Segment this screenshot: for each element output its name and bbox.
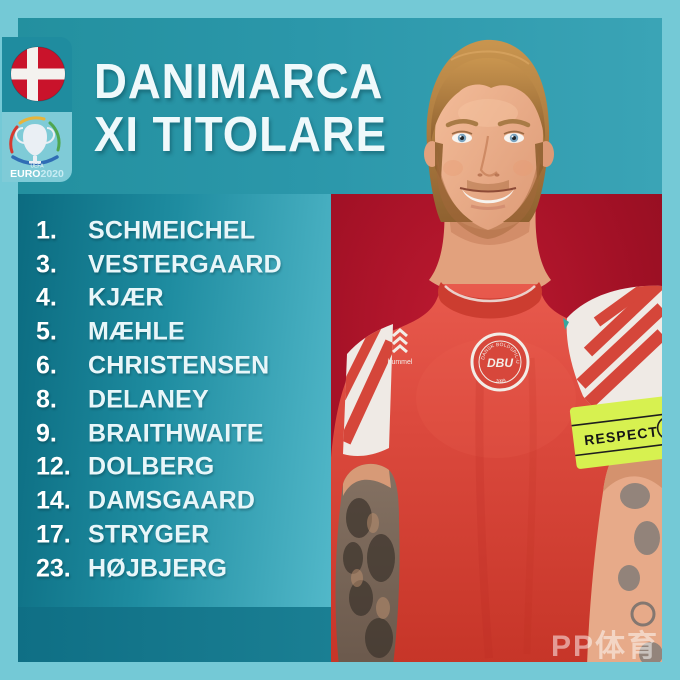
lineup-list: 1. SCHMEICHEL 3. VESTERGAARD 4. KJÆR 5. … (36, 214, 328, 586)
crest-year-text: 1889 (495, 378, 507, 385)
lineup-row: 5. MÆHLE (36, 315, 328, 349)
player-number: 8. (36, 385, 57, 414)
player-name: KJÆR (88, 283, 164, 312)
hummel-chevrons-right (570, 285, 662, 421)
lineup-row: 14. DAMSGAARD (36, 484, 328, 518)
player-name: SCHMEICHEL (88, 216, 256, 245)
player-number: 4. (36, 283, 57, 312)
player-photo: DANSK BOLDSPIL-UNION DBU 1889 hummel (331, 18, 662, 662)
player-number: 3. (36, 250, 57, 279)
lineup-row: 1. SCHMEICHEL (36, 214, 328, 248)
player-head (424, 39, 554, 239)
player-name: CHRISTENSEN (88, 351, 270, 380)
title-line-2: XI TITOLARE (94, 108, 387, 162)
player-name: DELANEY (88, 385, 209, 414)
euro2020-badge: UEFA EURO2020 (2, 112, 72, 182)
lineup-row: 12. DOLBERG (36, 451, 328, 485)
player-number: 17. (36, 520, 71, 549)
lineup-row: 17. STRYGER (36, 518, 328, 552)
player-name: BRAITHWAITE (88, 419, 264, 448)
watermark: PP体育 (551, 630, 660, 663)
player-number: 5. (36, 317, 57, 346)
euro2020-logo-icon: UEFA EURO2020 (9, 116, 64, 180)
lineup-row: 6. CHRISTENSEN (36, 349, 328, 383)
title-line-1: DANIMARCA (94, 55, 384, 109)
page-title: DANIMARCA XI TITOLARE (94, 56, 387, 162)
player-number: 9. (36, 419, 57, 448)
respect-armband: RESPECT (569, 395, 662, 469)
lineup-row: 9. BRAITHWAITE (36, 417, 328, 451)
hummel-logo: hummel (388, 328, 413, 366)
player-number: 12. (36, 452, 71, 481)
lineup-row: 8. DELANEY (36, 383, 328, 417)
player-name: MÆHLE (88, 317, 185, 346)
svg-text:1889: 1889 (495, 378, 507, 385)
lineup-background (18, 194, 331, 607)
crest-center-text: DBU (487, 356, 513, 370)
denmark-flag-badge (2, 37, 72, 112)
player-number: 1. (36, 216, 57, 245)
lineup-row: 23. HØJBJERG (36, 552, 328, 586)
player-number: 23. (36, 554, 71, 583)
uefa-text: UEFA (30, 164, 44, 170)
player-name: DAMSGAARD (88, 486, 256, 515)
player-number: 6. (36, 351, 57, 380)
lineup-row: 3. VESTERGAARD (36, 248, 328, 282)
player-name: STRYGER (88, 520, 210, 549)
lineup-row: 4. KJÆR (36, 282, 328, 316)
denmark-flag-icon (10, 46, 66, 102)
player-number: 14. (36, 486, 71, 515)
tattooed-arm-left (335, 463, 400, 662)
player-name: DOLBERG (88, 452, 215, 481)
hummel-wordmark: hummel (388, 359, 413, 366)
svg-text:EURO2020: EURO2020 (10, 168, 64, 180)
player-name: HØJBJERG (88, 554, 228, 583)
bottom-strip (18, 607, 331, 662)
player-name: VESTERGAARD (88, 250, 282, 279)
